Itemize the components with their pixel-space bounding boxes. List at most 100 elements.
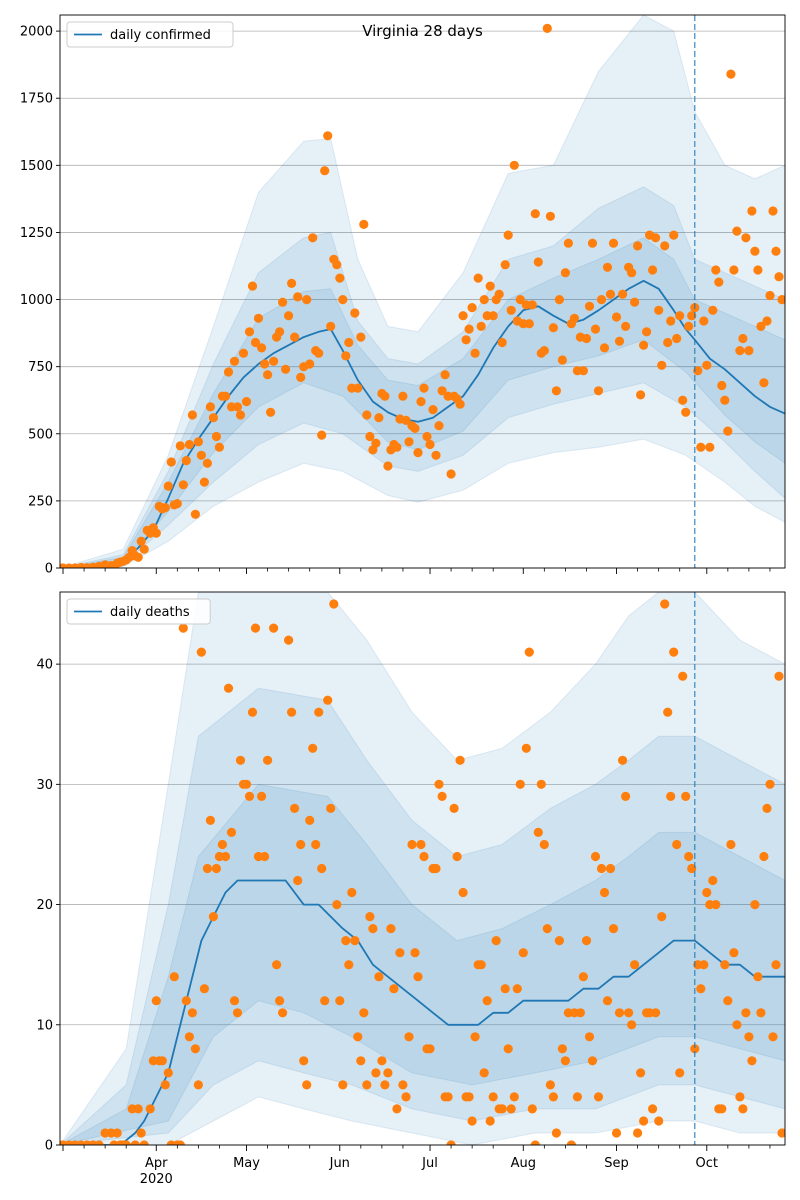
- data-point: [434, 421, 444, 431]
- data-point: [241, 779, 252, 789]
- data-point: [380, 1080, 390, 1090]
- data-point: [714, 277, 724, 287]
- data-point: [347, 887, 357, 898]
- chart-title: Virginia 28 days: [362, 22, 483, 40]
- data-point: [235, 410, 246, 420]
- data-point: [669, 647, 679, 657]
- panel-1: 0 250 500 750 1000 1250 1500 1750 2000 Virginia 2…: [20, 14, 786, 577]
- data-point: [488, 1092, 498, 1102]
- data-point: [241, 397, 252, 407]
- data-point: [470, 1032, 480, 1042]
- data-point: [654, 1116, 664, 1126]
- y-tick-label: 1500: [20, 159, 53, 174]
- data-point: [744, 346, 754, 356]
- data-point: [723, 426, 733, 436]
- data-point: [729, 948, 739, 958]
- confidence-band-1: [60, 592, 785, 1145]
- data-point: [413, 972, 423, 982]
- data-point: [473, 273, 483, 283]
- data-point: [518, 948, 528, 958]
- data-point: [605, 863, 616, 874]
- data-point: [169, 972, 179, 982]
- data-point: [672, 333, 682, 344]
- scatter-points: [60, 23, 785, 568]
- data-point: [759, 378, 769, 388]
- data-point: [386, 924, 396, 934]
- data-point: [229, 356, 240, 366]
- data-point: [711, 900, 721, 910]
- data-point: [121, 1140, 131, 1145]
- data-point: [287, 278, 297, 288]
- data-point: [762, 803, 772, 814]
- data-point: [777, 295, 785, 305]
- data-point: [151, 996, 161, 1006]
- data-point: [178, 623, 188, 633]
- data-point: [220, 851, 231, 862]
- data-point: [293, 875, 303, 886]
- data-point: [539, 839, 549, 850]
- y-tick-label: 10: [36, 1018, 53, 1033]
- data-point: [726, 69, 736, 79]
- data-point: [205, 402, 215, 412]
- data-point: [401, 415, 411, 425]
- scatter-points: [60, 599, 785, 1145]
- data-point: [521, 743, 531, 753]
- data-point: [410, 423, 420, 433]
- data-point: [353, 383, 363, 393]
- data-point: [657, 360, 667, 370]
- data-point: [678, 395, 688, 405]
- data-point: [253, 313, 264, 323]
- data-point: [611, 312, 622, 322]
- data-point: [750, 900, 760, 910]
- data-point: [732, 1020, 742, 1030]
- data-point: [278, 297, 288, 307]
- data-point: [768, 1032, 778, 1042]
- data-point: [308, 743, 318, 753]
- data-point: [654, 305, 664, 315]
- legend: daily confirmed: [66, 21, 234, 48]
- data-point: [687, 311, 697, 321]
- data-point: [374, 972, 384, 982]
- x-tick-label: Sep: [604, 1156, 629, 1171]
- data-point: [130, 1140, 140, 1145]
- data-point: [250, 337, 261, 348]
- data-point: [163, 481, 173, 491]
- data-point: [470, 348, 480, 358]
- data-point: [196, 450, 206, 460]
- y-tick-label: 250: [28, 494, 53, 509]
- data-point: [350, 308, 360, 318]
- data-point: [479, 295, 489, 305]
- data-point: [392, 1104, 402, 1114]
- data-point: [527, 1104, 537, 1114]
- data-point: [217, 839, 227, 850]
- data-point: [467, 1116, 477, 1126]
- data-point: [681, 791, 691, 802]
- data-point: [500, 984, 510, 994]
- data-point: [756, 321, 766, 331]
- data-point: [608, 238, 619, 248]
- data-point: [584, 301, 595, 311]
- data-point: [260, 359, 270, 369]
- data-point: [747, 1056, 757, 1066]
- y-tick-label: 30: [36, 778, 53, 793]
- data-point: [269, 623, 279, 633]
- data-point: [193, 1080, 203, 1090]
- data-point: [257, 343, 267, 353]
- data-point: [317, 430, 327, 440]
- legend-label: daily deaths: [110, 605, 190, 620]
- data-point: [587, 238, 598, 248]
- data-point: [139, 544, 149, 554]
- data-point: [332, 900, 342, 910]
- data-point: [431, 450, 441, 460]
- data-point: [389, 984, 399, 994]
- data-point: [497, 1104, 507, 1114]
- data-point: [560, 1056, 571, 1066]
- data-point: [633, 1128, 643, 1138]
- data-point: [145, 1104, 155, 1114]
- data-point: [699, 960, 709, 970]
- data-point: [539, 346, 549, 356]
- data-point: [765, 779, 775, 789]
- data-point: [296, 839, 306, 850]
- data-point: [621, 321, 631, 331]
